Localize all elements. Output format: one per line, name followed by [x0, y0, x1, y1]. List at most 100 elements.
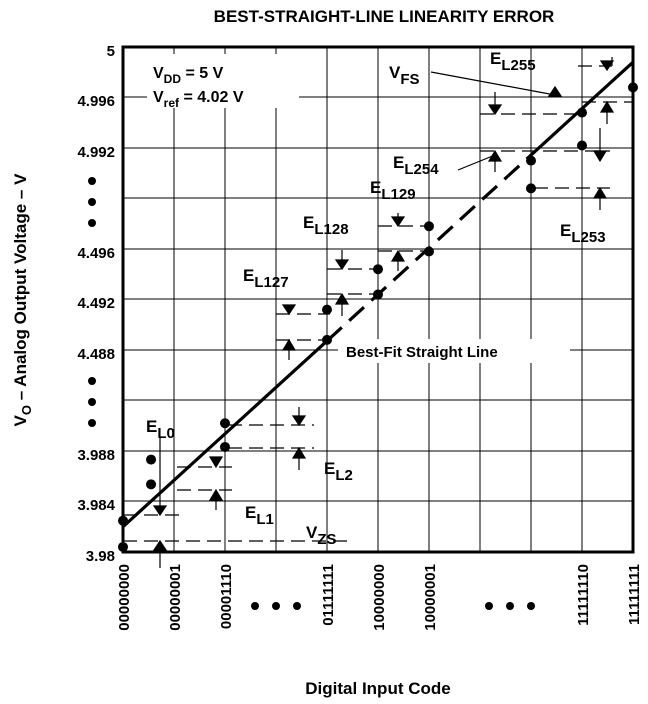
chart-title: BEST-STRAIGHT-LINE LINEARITY ERROR	[214, 7, 555, 26]
arrow-head	[152, 505, 168, 517]
error-label-el129: EL129	[370, 178, 416, 203]
arrow-head	[592, 186, 608, 199]
data-point	[118, 515, 128, 526]
y-ellipsis-dot	[88, 398, 96, 406]
label-main: E	[393, 153, 404, 172]
arrow-head	[334, 259, 350, 271]
y-axis-label-rest: – Analog Output Voltage – V	[11, 173, 30, 405]
x-tick-labels: 00000000 00000001 00001110 01111111 1000…	[116, 564, 643, 631]
label-main: V	[306, 523, 318, 542]
label-main: E	[303, 213, 314, 232]
y-tick-label: 5	[107, 43, 115, 60]
error-label-el128: EL128	[303, 213, 349, 238]
error-label-el253: EL253	[560, 221, 606, 246]
error-label-el254: EL254	[393, 153, 439, 178]
data-point	[322, 334, 332, 345]
best-fit-line-group	[121, 60, 635, 528]
y-ellipsis-dot	[88, 177, 96, 185]
x-tick-label: 00000001	[167, 564, 184, 631]
label-main: E	[245, 503, 256, 522]
y-tick-labels: 5 4.996 4.992 4.496 4.492 4.488 3.988 3.…	[77, 43, 115, 565]
data-point	[220, 441, 230, 452]
y-ellipsis-dot	[88, 377, 96, 385]
label-sub: L128	[314, 221, 348, 238]
conditions-background	[147, 54, 299, 108]
x-ellipsis-dot	[506, 602, 514, 610]
arrow-head	[208, 488, 224, 501]
data-point	[220, 418, 230, 429]
x-ellipsis-dot	[527, 602, 535, 610]
x-ellipsis	[251, 602, 535, 610]
label-main: E	[324, 459, 335, 478]
condition-vdd-sub: DD	[164, 72, 182, 86]
error-label-el2: EL2	[324, 459, 353, 484]
condition-vref: Vref = 4.02 V	[153, 89, 244, 110]
vfs-leader	[430, 71, 556, 96]
y-ellipsis	[88, 177, 96, 427]
best-fit-label-bg	[338, 339, 570, 363]
ref-label-vfs: VFS	[389, 63, 420, 88]
y-ellipsis-dot	[88, 198, 96, 206]
error-arrows	[152, 60, 615, 568]
label-sub: L129	[381, 186, 415, 203]
data-point	[424, 246, 434, 257]
y-tick-label: 4.496	[77, 245, 115, 262]
arrow-head	[291, 415, 307, 427]
x-ellipsis-dot	[485, 602, 493, 610]
best-fit-label: Best-Fit Straight Line	[346, 344, 498, 361]
error-label-el0: EL0	[146, 417, 175, 442]
arrow-head	[487, 149, 503, 162]
label-sub: L1	[256, 511, 274, 528]
data-point	[373, 264, 383, 275]
y-tick-label: 3.984	[77, 497, 115, 514]
arrow-head	[487, 104, 503, 116]
arrow-head	[599, 100, 615, 113]
label-main: E	[370, 178, 381, 197]
x-ellipsis-dot	[251, 602, 259, 610]
arrow-head	[291, 446, 307, 459]
arrow-head	[547, 85, 563, 97]
x-tick-label: 10000001	[422, 564, 439, 631]
y-tick-label: 3.988	[77, 447, 115, 464]
data-point	[118, 541, 128, 552]
label-sub: L254	[404, 161, 439, 178]
label-sub: L255	[501, 57, 535, 74]
x-tick-label: 00001110	[218, 564, 235, 629]
x-tick-label: 00000000	[116, 564, 133, 631]
arrow-head	[152, 539, 168, 551]
error-label-el127: EL127	[243, 266, 289, 291]
y-tick-label: 4.992	[77, 144, 115, 161]
data-points	[118, 82, 638, 552]
x-axis-label: Digital Input Code	[305, 679, 450, 698]
x-tick-label: 01111111	[320, 564, 337, 626]
annotation-labels: EL0 EL1 EL2 EL127 EL128 EL129 EL253 EL25…	[146, 49, 606, 548]
label-sub: FS	[400, 71, 419, 88]
data-point	[424, 221, 434, 232]
arrow-head	[390, 216, 406, 228]
y-axis-label-sub: O	[19, 405, 34, 415]
label-main: E	[243, 266, 254, 285]
data-point	[628, 82, 638, 93]
x-ellipsis-dot	[272, 602, 280, 610]
x-tick-label: 10000000	[371, 564, 388, 631]
data-point	[577, 107, 587, 118]
y-ellipsis-dot	[88, 219, 96, 227]
best-fit-line-dashed	[325, 144, 543, 343]
data-point	[526, 155, 536, 166]
conditions-box: VDD = 5 V Vref = 4.02 V	[147, 54, 299, 110]
y-axis-label: VO – Analog Output Voltage – V	[11, 173, 34, 427]
condition-vdd-rest: = 5 V	[181, 65, 224, 82]
data-point	[146, 479, 157, 490]
y-axis-label-main: V	[11, 414, 30, 426]
label-sub: L253	[571, 229, 605, 246]
arrow-head	[281, 304, 297, 316]
el254-leader	[457, 154, 496, 171]
label-main: E	[146, 417, 157, 436]
arrow-head	[599, 60, 615, 72]
condition-vref-rest: = 4.02 V	[179, 89, 244, 106]
data-point	[526, 183, 536, 194]
condition-vdd: VDD = 5 V	[153, 65, 224, 86]
label-sub: L127	[254, 274, 288, 291]
y-tick-label: 4.492	[77, 295, 115, 312]
